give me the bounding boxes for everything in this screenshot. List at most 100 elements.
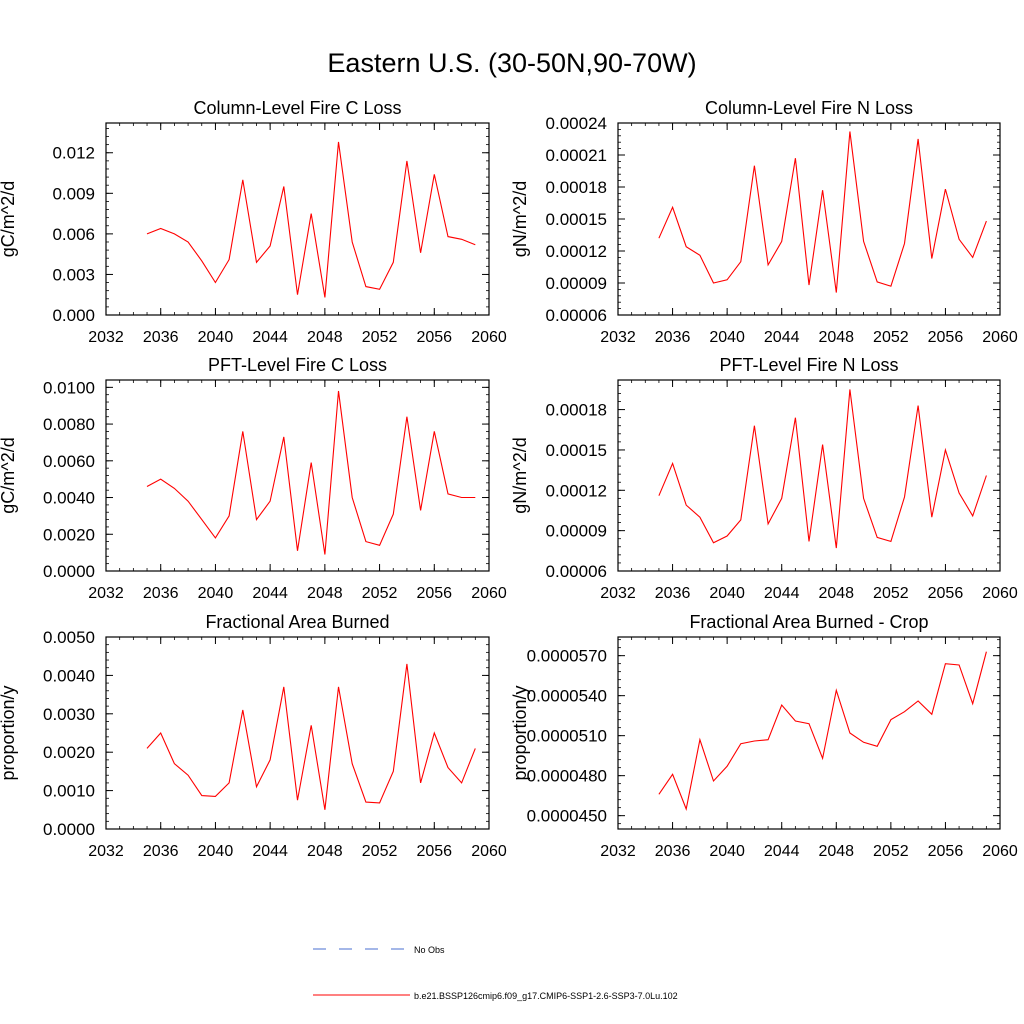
x-tick-label: 2040: [709, 843, 745, 860]
x-tick-label: 2060: [982, 843, 1018, 860]
x-tick-label: 2060: [471, 585, 507, 602]
y-tick-label: 0.0000: [43, 820, 95, 839]
plot-frame: [617, 122, 1001, 316]
y-tick-label: 0.00015: [546, 210, 607, 229]
x-tick-label: 2048: [307, 843, 343, 860]
panel-title: Fractional Area Burned - Crop: [689, 612, 928, 632]
y-axis-label: gC/m^2/d: [0, 181, 18, 257]
y-tick-label: 0.00009: [546, 274, 607, 293]
y-axis-label: proportion/y: [0, 685, 18, 780]
x-tick-label: 2044: [764, 843, 800, 860]
panel-title: PFT-Level Fire C Loss: [208, 355, 387, 375]
legend-label-obs: No Obs: [414, 945, 445, 955]
panel-title: PFT-Level Fire N Loss: [719, 355, 898, 375]
x-tick-label: 2036: [143, 843, 179, 860]
x-tick-label: 2032: [88, 843, 124, 860]
x-tick-label: 2032: [88, 329, 124, 346]
x-tick-label: 2048: [818, 329, 854, 346]
x-tick-label: 2032: [600, 585, 636, 602]
y-tick-label: 0.000: [52, 306, 95, 325]
x-tick-label: 2036: [655, 585, 691, 602]
figure-title: Eastern U.S. (30-50N,90-70W): [327, 48, 697, 78]
y-tick-label: 0.006: [52, 225, 95, 244]
y-tick-label: 0.0060: [43, 452, 95, 471]
plot-frame: [617, 379, 1001, 572]
chart-panel-2: Column-Level Fire N Loss gN/m^2/d 2032 2036…: [510, 98, 1018, 346]
y-tick-label: 0.00006: [546, 306, 607, 325]
x-tick-label: 2056: [416, 843, 452, 860]
y-tick-label: 0.009: [52, 184, 95, 203]
x-tick-label: 2044: [252, 843, 288, 860]
y-tick-label: 0.00021: [546, 146, 607, 165]
y-tick-label: 0.0020: [43, 525, 95, 544]
plot-frame: [105, 122, 490, 316]
x-tick-label: 2056: [928, 329, 964, 346]
y-axis-label: gC/m^2/d: [0, 437, 18, 513]
x-tick-label: 2056: [416, 585, 452, 602]
panel-title: Fractional Area Burned: [205, 612, 389, 632]
y-tick-label: 0.0010: [43, 782, 95, 801]
x-tick-label: 2044: [764, 329, 800, 346]
x-tick-label: 2052: [362, 843, 398, 860]
data-series-line: [146, 663, 476, 810]
y-tick-label: 0.0000450: [527, 807, 607, 826]
data-series-line: [658, 131, 987, 293]
x-tick-label: 2044: [252, 329, 288, 346]
x-tick-label: 2044: [252, 585, 288, 602]
x-tick-label: 2032: [600, 843, 636, 860]
y-axis-label: proportion/y: [510, 685, 530, 780]
x-tick-label: 2040: [198, 843, 234, 860]
y-tick-label: 0.0000570: [527, 647, 607, 666]
x-tick-label: 2048: [307, 329, 343, 346]
plot-frame: [105, 379, 490, 572]
x-tick-label: 2048: [818, 585, 854, 602]
legend-label-model: b.e21.BSSP126cmip6.f09_g17.CMIP6-SSP1-2.…: [414, 991, 678, 1001]
y-tick-label: 0.0040: [43, 489, 95, 508]
chart-panel-1: Column-Level Fire C Loss gC/m^2/d 2032 2036…: [0, 98, 507, 346]
x-tick-label: 2052: [873, 843, 909, 860]
x-tick-label: 2040: [198, 329, 234, 346]
y-tick-label: 0.0000510: [527, 727, 607, 746]
x-tick-label: 2040: [709, 585, 745, 602]
y-tick-label: 0.00018: [546, 401, 607, 420]
y-tick-label: 0.0000: [43, 562, 95, 581]
x-tick-label: 2032: [600, 329, 636, 346]
plot-frame: [617, 636, 1001, 830]
y-tick-label: 0.00009: [546, 522, 607, 541]
y-tick-label: 0.0050: [43, 628, 95, 647]
y-tick-label: 0.00012: [546, 481, 607, 500]
y-tick-label: 0.0030: [43, 705, 95, 724]
y-tick-label: 0.0040: [43, 666, 95, 685]
chart-panel-5: Fractional Area Burned proportion/y 2032 20…: [0, 612, 507, 860]
y-axis-label: gN/m^2/d: [510, 181, 530, 257]
x-tick-label: 2044: [764, 585, 800, 602]
data-series-line: [658, 651, 987, 811]
y-axis-label: gN/m^2/d: [510, 437, 530, 513]
y-tick-label: 0.0080: [43, 415, 95, 434]
x-tick-label: 2048: [307, 585, 343, 602]
chart-panel-4: PFT-Level Fire N Loss gN/m^2/d 2032 2036 204…: [510, 355, 1018, 602]
panel-title: Column-Level Fire C Loss: [193, 98, 401, 118]
y-tick-label: 0.00006: [546, 562, 607, 581]
chart-panel-6: Fractional Area Burned - Crop proportion/…: [510, 612, 1018, 860]
x-tick-label: 2048: [818, 843, 854, 860]
x-tick-label: 2040: [709, 329, 745, 346]
x-tick-label: 2036: [655, 329, 691, 346]
x-tick-label: 2056: [928, 843, 964, 860]
y-tick-label: 0.0000480: [527, 767, 607, 786]
data-series-line: [146, 390, 476, 555]
y-tick-label: 0.00015: [546, 441, 607, 460]
y-tick-label: 0.003: [52, 265, 95, 284]
x-tick-label: 2032: [88, 585, 124, 602]
y-tick-label: 0.00018: [546, 178, 607, 197]
y-tick-label: 0.00024: [546, 114, 607, 133]
x-tick-label: 2052: [362, 329, 398, 346]
x-tick-label: 2036: [143, 329, 179, 346]
panel-title: Column-Level Fire N Loss: [705, 98, 913, 118]
x-tick-label: 2060: [471, 843, 507, 860]
x-tick-label: 2036: [655, 843, 691, 860]
x-tick-label: 2040: [198, 585, 234, 602]
x-tick-label: 2036: [143, 585, 179, 602]
